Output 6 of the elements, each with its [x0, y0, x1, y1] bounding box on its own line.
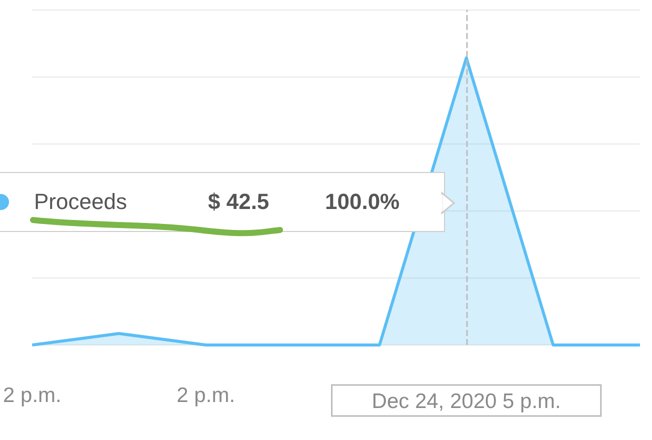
x-tick-label: Dec 24, 2020 5 p.m.: [372, 390, 561, 413]
x-tick-label: 2 p.m.: [176, 384, 236, 407]
legend-label: Proceeds: [34, 189, 127, 215]
x-tick-label: 2 p.m.: [3, 384, 62, 407]
annotation: $ 42.5: [208, 189, 270, 215]
annotation: 100.0%: [325, 189, 400, 215]
